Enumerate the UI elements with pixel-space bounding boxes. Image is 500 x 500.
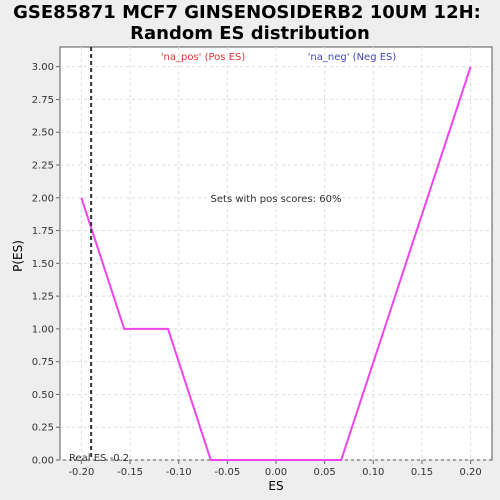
real-es-label: Real ES -0.2 bbox=[69, 453, 129, 464]
y-axis-label: P(ES) bbox=[11, 240, 25, 272]
y-tick-label: 2.00 bbox=[32, 193, 54, 204]
axis-ticks bbox=[56, 66, 472, 464]
y-tick-label: 2.75 bbox=[32, 95, 54, 106]
y-tick-label: 1.50 bbox=[32, 259, 54, 270]
y-tick-label: 0.75 bbox=[32, 357, 54, 368]
y-tick-label: 2.50 bbox=[32, 128, 54, 139]
series-line-pes bbox=[80, 66, 472, 461]
y-tick-label: 1.75 bbox=[32, 226, 54, 237]
chart-title-line-2: Random ES distribution bbox=[130, 23, 370, 44]
x-tick-label: 0.05 bbox=[314, 467, 336, 478]
chart-title-line-1: GSE85871 MCF7 GINSENOSIDERB2 10UM 12H: bbox=[13, 2, 481, 23]
y-tick-label: 2.25 bbox=[32, 161, 54, 172]
y-tick-label: 0.25 bbox=[32, 423, 54, 434]
pos-score-annotation: Sets with pos scores: 60% bbox=[211, 194, 342, 205]
x-tick-label: -0.10 bbox=[166, 467, 192, 478]
y-tick-labels: 0.00 0.25 0.50 0.75 1.00 1.25 1.50 1.75 2.00 2.25… bbox=[32, 62, 54, 466]
x-tick-label: 0.15 bbox=[411, 467, 433, 478]
y-tick-label: 1.25 bbox=[32, 292, 54, 303]
legend-neg-label: 'na_neg' (Neg ES) bbox=[308, 52, 397, 63]
y-tick-label: 0.00 bbox=[32, 456, 54, 467]
y-tick-label: 1.00 bbox=[32, 324, 54, 335]
x-tick-label: 0.00 bbox=[265, 467, 287, 478]
x-tick-label: -0.05 bbox=[214, 467, 240, 478]
y-tick-label: 3.00 bbox=[32, 62, 54, 73]
x-tick-labels: -0.20 -0.15 -0.10 -0.05 0.00 0.05 0.10 0.15 0.20 bbox=[68, 467, 481, 478]
legend-pos-label: 'na_pos' (Pos ES) bbox=[161, 52, 246, 63]
x-axis-label: ES bbox=[268, 479, 283, 493]
y-tick-label: 0.50 bbox=[32, 390, 54, 401]
x-tick-label: -0.15 bbox=[117, 467, 143, 478]
grid-lines bbox=[60, 47, 492, 461]
x-tick-label: 0.20 bbox=[459, 467, 481, 478]
x-tick-label: -0.20 bbox=[68, 467, 94, 478]
x-tick-label: 0.10 bbox=[362, 467, 384, 478]
